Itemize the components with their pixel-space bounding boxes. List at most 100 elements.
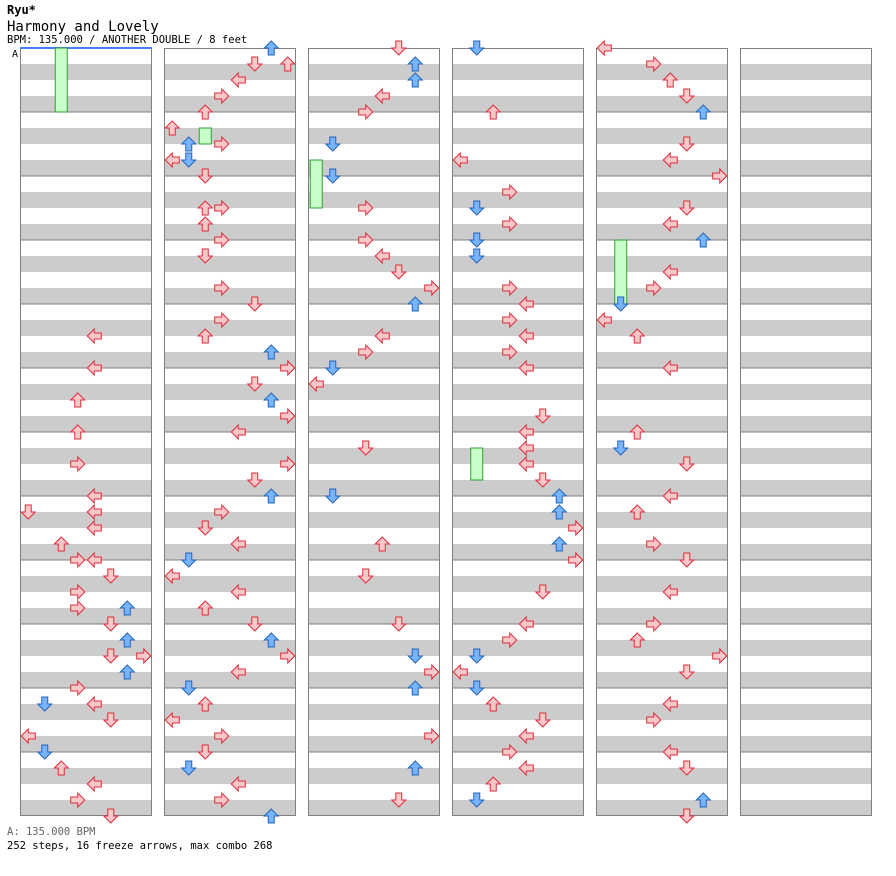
step-arrow: [86, 487, 102, 505]
step-arrow: [180, 152, 197, 168]
step-arrow: [53, 536, 70, 552]
beat-stripe: [452, 768, 584, 784]
step-arrow: [70, 551, 86, 569]
step-arrow: [629, 424, 646, 440]
step-arrow: [214, 503, 230, 521]
step-arrow: [102, 648, 119, 664]
step-arrow: [164, 567, 180, 585]
beat-stripe: [740, 64, 872, 80]
beat-stripe: [740, 480, 872, 496]
step-arrow: [36, 696, 53, 712]
step-arrow: [119, 664, 136, 680]
beat-stripe: [164, 352, 296, 368]
column-border: [308, 48, 440, 816]
step-arrow: [263, 40, 280, 56]
beat-stripe: [164, 96, 296, 112]
step-arrow: [36, 744, 53, 760]
beat-stripe: [740, 384, 872, 400]
step-arrow: [263, 808, 280, 824]
step-arrow: [324, 136, 341, 152]
step-arrow: [502, 311, 518, 329]
step-arrow: [263, 488, 280, 504]
beat-stripe: [164, 192, 296, 208]
step-arrow: [646, 55, 662, 73]
beat-stripe: [452, 640, 584, 656]
beat-stripe: [20, 448, 152, 464]
beat-stripe: [452, 800, 584, 816]
step-arrow: [502, 743, 518, 761]
column-border: [740, 48, 872, 816]
beat-stripe: [452, 256, 584, 272]
beat-stripe: [308, 96, 440, 112]
beat-stripe: [596, 384, 728, 400]
beat-stripe: [164, 800, 296, 816]
step-arrow: [407, 648, 424, 664]
beat-stripe: [308, 416, 440, 432]
beat-stripe: [308, 608, 440, 624]
beat-stripe: [452, 512, 584, 528]
step-arrow: [518, 423, 534, 441]
beat-stripe: [452, 544, 584, 560]
beat-stripe: [20, 64, 152, 80]
beat-stripe: [452, 160, 584, 176]
step-arrow: [86, 327, 102, 345]
step-arrow: [374, 327, 390, 345]
beat-stripe: [740, 320, 872, 336]
step-arrow: [485, 104, 502, 120]
step-arrow: [324, 168, 341, 184]
step-arrow: [662, 215, 678, 233]
step-arrow: [534, 472, 551, 488]
beat-stripe: [452, 576, 584, 592]
step-arrow: [214, 279, 230, 297]
step-arrow: [452, 663, 468, 681]
beat-stripe: [740, 192, 872, 208]
beat-stripe: [308, 800, 440, 816]
beat-stripe: [308, 672, 440, 688]
step-arrow: [20, 504, 37, 520]
beat-stripe: [452, 352, 584, 368]
beat-stripe: [308, 160, 440, 176]
step-arrow: [86, 551, 102, 569]
step-arrow: [646, 535, 662, 553]
beat-stripe: [20, 128, 152, 144]
beat-stripe: [740, 608, 872, 624]
step-arrow: [119, 600, 136, 616]
step-arrow: [518, 359, 534, 377]
step-arrow: [246, 616, 263, 632]
beat-stripe: [164, 672, 296, 688]
step-arrow: [662, 583, 678, 601]
beat-stripe: [164, 704, 296, 720]
step-arrow: [197, 328, 214, 344]
beat-stripe: [164, 480, 296, 496]
beat-stripe: [308, 704, 440, 720]
beat-stripe: [20, 480, 152, 496]
step-arrow: [180, 680, 197, 696]
step-arrow: [518, 615, 534, 633]
beat-stripe: [308, 352, 440, 368]
beat-stripe: [164, 736, 296, 752]
step-arrow: [678, 808, 695, 824]
step-arrow: [407, 56, 424, 72]
beat-stripe: [452, 64, 584, 80]
step-arrow: [518, 295, 534, 313]
step-arrow: [197, 696, 214, 712]
step-arrow: [70, 583, 86, 601]
beat-stripe: [20, 800, 152, 816]
beat-stripe: [164, 640, 296, 656]
beat-stripe: [308, 256, 440, 272]
step-arrow: [70, 455, 86, 473]
beat-stripe: [452, 736, 584, 752]
step-arrow: [695, 232, 712, 248]
beat-stripe: [20, 768, 152, 784]
step-arrow: [712, 647, 728, 665]
step-arrow: [230, 583, 246, 601]
step-arrow: [263, 632, 280, 648]
beat-stripe: [164, 288, 296, 304]
beat-stripe: [308, 576, 440, 592]
beat-stripe: [596, 160, 728, 176]
step-arrow: [324, 488, 341, 504]
beat-stripe: [308, 640, 440, 656]
beat-stripe: [596, 512, 728, 528]
step-arrow: [390, 792, 407, 808]
step-arrow: [358, 199, 374, 217]
